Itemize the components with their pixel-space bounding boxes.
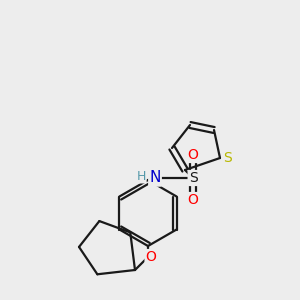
Text: S: S: [189, 171, 197, 185]
Text: O: O: [188, 148, 198, 162]
Text: O: O: [146, 250, 156, 264]
Text: S: S: [223, 151, 231, 165]
Text: O: O: [188, 193, 198, 207]
Text: H: H: [136, 169, 146, 182]
Text: N: N: [149, 170, 161, 185]
